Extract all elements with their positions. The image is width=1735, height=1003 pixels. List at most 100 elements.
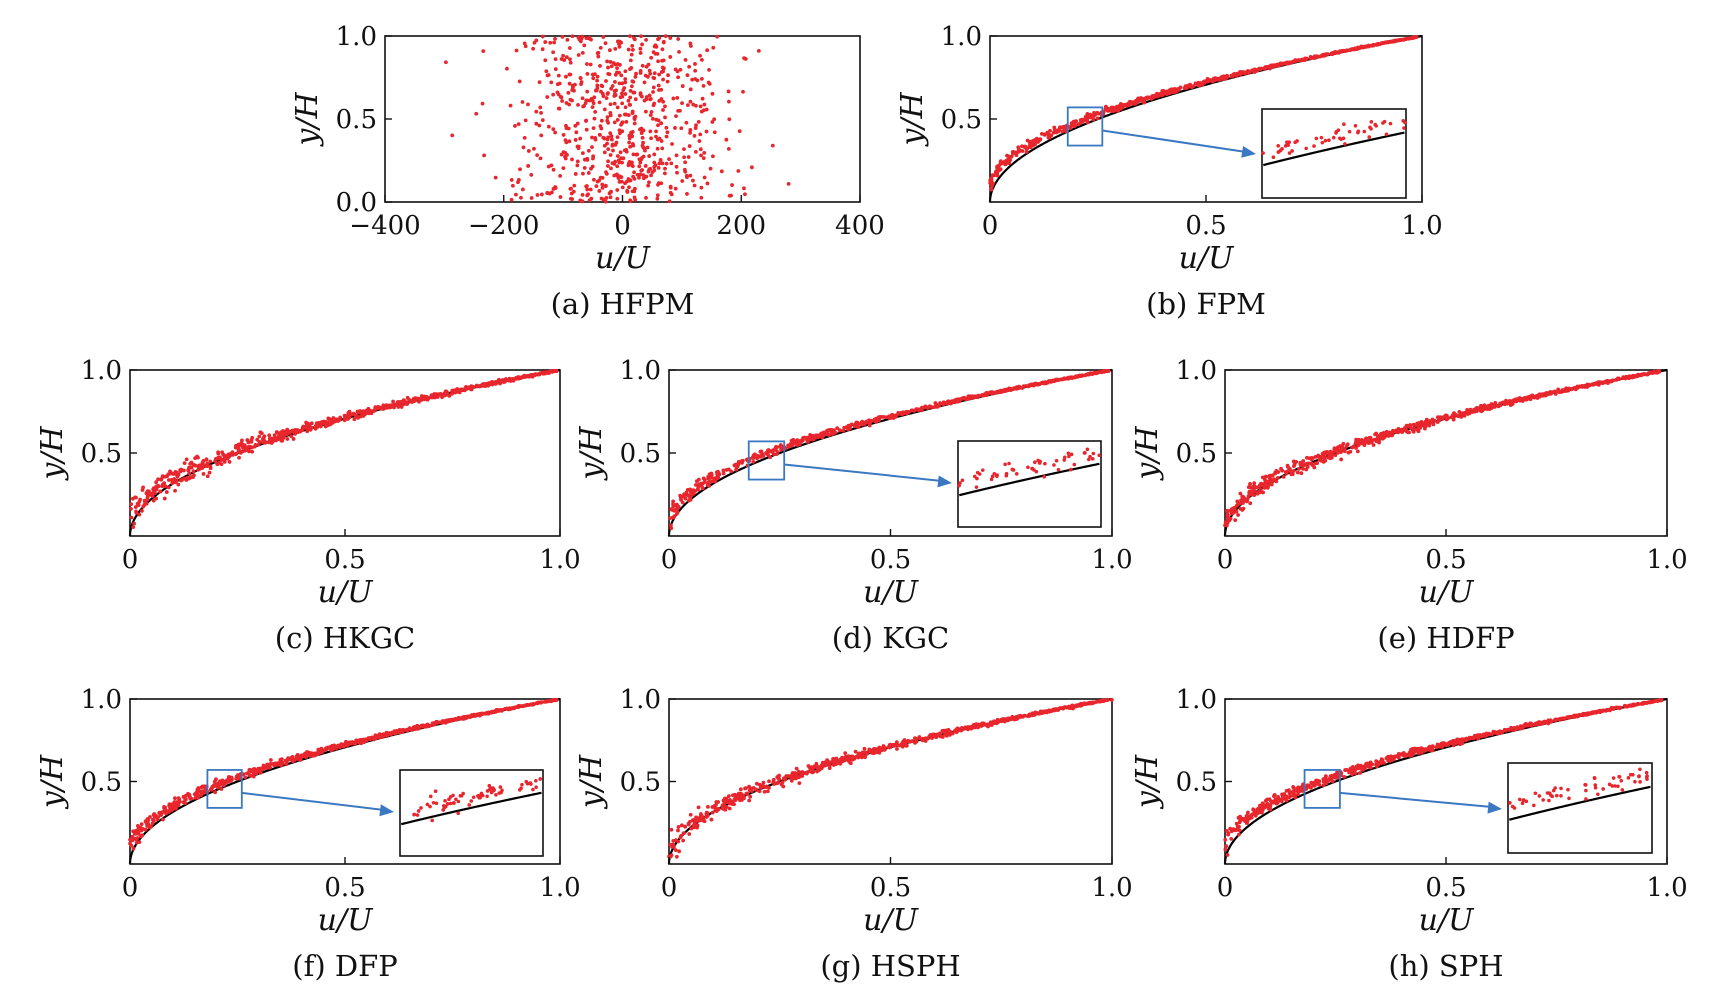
data-point — [1286, 465, 1290, 469]
inset-data-point — [469, 799, 474, 803]
inset-data-point — [1036, 458, 1040, 463]
data-point — [615, 105, 620, 110]
data-point — [697, 139, 702, 143]
data-point — [312, 751, 317, 756]
data-point — [575, 144, 580, 149]
data-point — [184, 793, 188, 798]
data-point — [643, 164, 648, 168]
data-point — [713, 479, 718, 484]
data-point — [612, 94, 617, 98]
data-point — [1363, 439, 1368, 443]
data-point — [619, 73, 624, 78]
data-point — [556, 73, 561, 78]
x-tick-label: 0 — [122, 545, 139, 575]
data-point — [671, 96, 676, 101]
inset-data-point — [1347, 129, 1352, 134]
data-point — [605, 59, 610, 64]
data-point — [658, 158, 663, 162]
data-point — [254, 771, 259, 776]
data-point — [964, 397, 969, 402]
data-point — [504, 378, 508, 383]
data-point — [422, 395, 427, 400]
data-point — [654, 44, 659, 49]
data-point — [682, 147, 686, 151]
data-point — [1199, 81, 1203, 86]
data-point — [619, 179, 624, 184]
data-point — [816, 433, 820, 438]
data-point — [609, 64, 614, 69]
data-point — [841, 428, 846, 433]
data-point — [742, 186, 746, 191]
data-point — [1341, 447, 1346, 452]
data-point — [598, 175, 603, 180]
data-point — [134, 510, 139, 515]
data-point — [837, 428, 842, 433]
data-point — [1227, 518, 1232, 523]
data-point — [1376, 435, 1381, 439]
data-point — [827, 433, 831, 438]
data-point — [1109, 109, 1113, 113]
data-point — [590, 164, 595, 169]
data-point — [1242, 70, 1247, 75]
data-point — [770, 143, 775, 148]
data-point — [1233, 518, 1238, 523]
data-point — [986, 724, 990, 729]
data-point — [1274, 64, 1279, 68]
data-point — [640, 42, 644, 47]
data-point — [1353, 441, 1358, 446]
data-point — [1396, 38, 1401, 43]
data-point — [1260, 483, 1265, 488]
data-point — [632, 195, 637, 200]
data-point — [1070, 122, 1075, 127]
data-point — [444, 60, 448, 65]
data-point — [150, 817, 155, 822]
data-point — [511, 377, 516, 382]
inset-reference-curve — [959, 462, 1100, 497]
data-point — [597, 100, 602, 105]
inset-data-point — [1323, 138, 1328, 143]
data-point — [650, 116, 655, 121]
data-point — [435, 720, 440, 724]
data-point — [544, 69, 549, 74]
data-point — [585, 89, 590, 94]
data-point — [675, 96, 680, 100]
data-point — [1215, 76, 1220, 81]
inset-data-point — [441, 808, 445, 812]
data-point — [253, 443, 258, 447]
data-point — [1307, 456, 1312, 461]
data-point — [661, 39, 666, 44]
inset-data-point — [1276, 144, 1280, 148]
inset-data-point — [448, 801, 453, 806]
data-point — [1048, 379, 1053, 384]
data-point — [553, 130, 558, 135]
inset-data-point — [1004, 471, 1009, 476]
data-point — [582, 166, 587, 170]
data-point — [527, 374, 532, 379]
inset-data-point — [1056, 467, 1061, 472]
data-point — [832, 428, 836, 433]
data-point — [457, 716, 462, 721]
data-point — [705, 48, 710, 53]
data-point — [1090, 115, 1095, 119]
data-point — [638, 160, 643, 165]
data-point — [691, 178, 695, 183]
data-point — [509, 197, 514, 202]
data-point — [633, 186, 637, 191]
data-point — [986, 391, 990, 396]
data-point — [642, 146, 647, 151]
data-point — [669, 192, 674, 197]
data-point — [682, 155, 687, 160]
data-point — [726, 89, 731, 94]
data-point — [644, 196, 648, 200]
data-point — [997, 163, 1002, 168]
data-point — [734, 467, 739, 472]
zoom-region-box — [206, 769, 243, 809]
data-point — [1502, 401, 1507, 405]
data-point — [648, 71, 653, 76]
data-point — [601, 35, 606, 39]
data-point — [694, 815, 699, 820]
data-point — [909, 408, 914, 413]
panel-d: 0 0.5 1.00.51.0u/Uy/H(d) KGC — [574, 356, 1133, 655]
data-point — [361, 414, 366, 418]
inset-data-point — [487, 783, 492, 788]
